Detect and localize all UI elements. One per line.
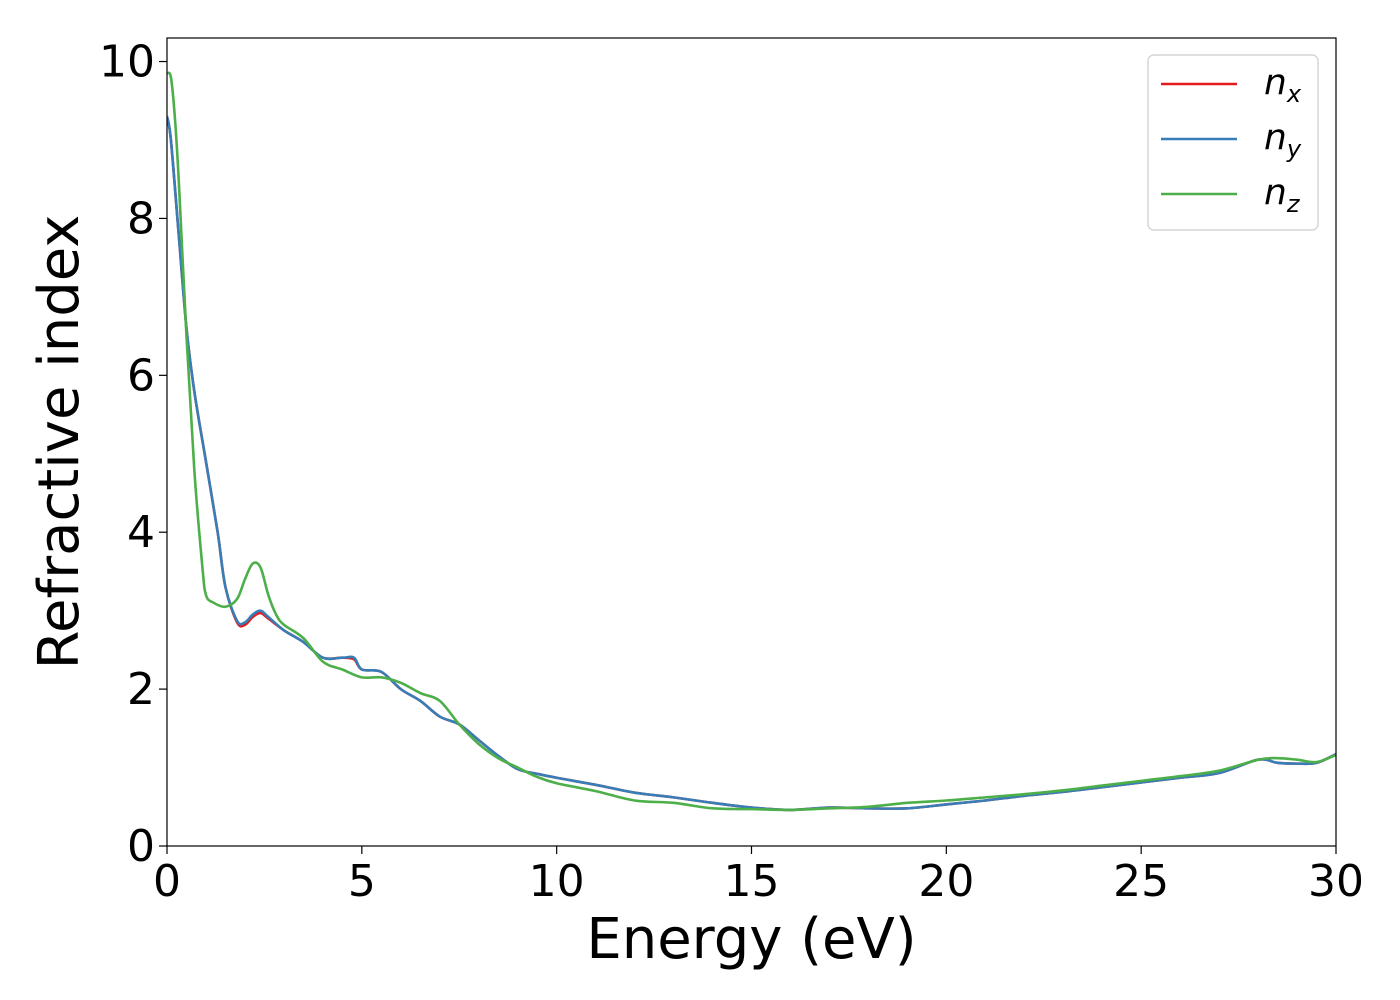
x-tick-label: 25 <box>1113 856 1169 907</box>
x-axis-label: Energy (eV) <box>586 907 916 972</box>
y-tick-label: 0 <box>127 821 155 872</box>
x-tick-label: 10 <box>529 856 585 907</box>
y-tick-label: 4 <box>127 507 155 558</box>
series-line-z <box>167 71 1336 812</box>
x-tick-label: 15 <box>724 856 780 907</box>
legend-label-z: nz <box>1264 172 1301 218</box>
y-axis-ticks: 0 2 4 6 8 10 <box>99 37 167 872</box>
plot-lines <box>167 71 1336 812</box>
y-tick-label: 8 <box>127 193 155 244</box>
series-line-y <box>167 116 1336 812</box>
x-tick-label: 5 <box>348 856 376 907</box>
y-tick-label: 10 <box>99 37 155 88</box>
x-tick-label: 20 <box>918 856 974 907</box>
legend-label-y: ny <box>1264 117 1302 163</box>
y-tick-label: 2 <box>127 664 155 715</box>
legend-box <box>1147 54 1319 231</box>
x-axis-ticks: 0 5 10 15 20 25 30 <box>153 846 1364 907</box>
x-tick-label: 30 <box>1308 856 1364 907</box>
legend-label-x: nx <box>1264 62 1302 108</box>
x-tick-label: 0 <box>153 856 181 907</box>
y-tick-label: 6 <box>127 350 155 401</box>
legend: nx ny nz <box>1147 54 1319 231</box>
y-axis-label: Refractive index <box>27 215 92 670</box>
